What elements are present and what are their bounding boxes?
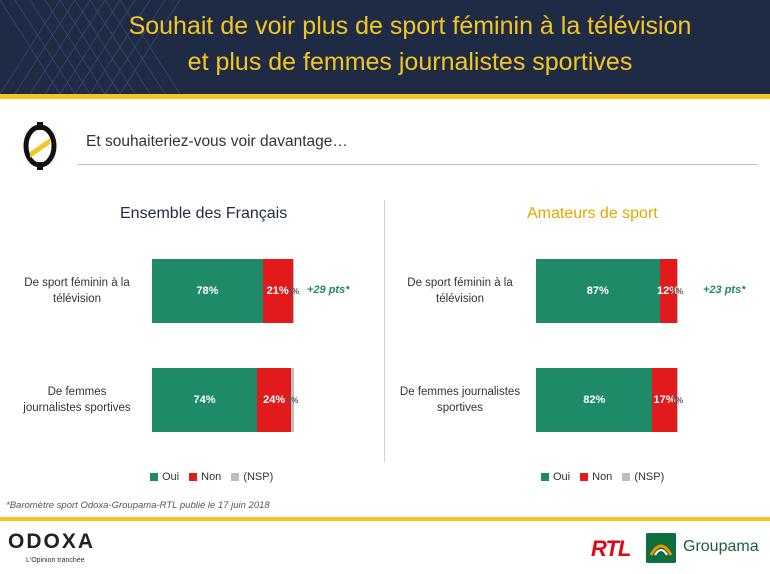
annotation-marker: * — [345, 284, 350, 296]
annotation-value: +23 pts — [703, 284, 742, 296]
data-label: 82% — [583, 394, 606, 406]
data-label: 1% — [671, 395, 684, 405]
legend-swatch — [580, 473, 589, 481]
panel-title: Amateurs de sport — [527, 205, 658, 222]
row-label-line: De femmes journalistes — [399, 386, 521, 398]
page-title-line-1: Souhait de voir plus de sport féminin à … — [128, 12, 692, 40]
odoxa-logo: ODOXA — [8, 530, 96, 553]
legend-label: Non — [201, 471, 222, 483]
row-label: De sport féminin à la télévision — [395, 275, 525, 307]
question-underline — [78, 164, 758, 165]
header-pattern — [0, 0, 181, 94]
legend-label: Oui — [553, 471, 571, 483]
bar-segment-non: 21% — [262, 259, 293, 323]
legend-swatch — [541, 473, 549, 481]
data-label: 24% — [263, 394, 286, 406]
row-label-line: De femmes — [47, 386, 107, 398]
legend-item: Non — [189, 471, 221, 483]
legend-label: (NSP) — [243, 471, 274, 483]
legend-swatch — [231, 473, 240, 481]
data-label: 78% — [196, 285, 219, 297]
annotation-marker: * — [741, 284, 746, 296]
legend-item: Oui — [541, 471, 570, 483]
bar-segment-oui: 78% — [152, 259, 263, 323]
legend-item: (NSP) — [622, 471, 664, 483]
row-label-line: télévision — [436, 293, 484, 305]
panel-divider — [384, 200, 385, 462]
data-label: 21% — [266, 285, 289, 297]
legend-swatch — [189, 473, 198, 481]
panel-title: Ensemble des Français — [120, 205, 288, 222]
data-label: 12% — [657, 285, 680, 297]
row-label-line: journalistes sportives — [23, 402, 131, 414]
bar-segment-nsp: 2% — [287, 368, 298, 432]
legend-item: Non — [580, 471, 612, 483]
bar-segment-non: 17% — [652, 368, 677, 432]
groupama-logo: Groupama — [683, 538, 759, 555]
row-label-line: De sport féminin à la — [24, 277, 130, 289]
header-banner: Souhait de voir plus de sport féminin à … — [0, 0, 770, 94]
legend-label: Non — [592, 471, 613, 483]
bar-segment-oui: 87% — [536, 259, 660, 323]
row-label: De femmes journalistes sportives — [12, 384, 142, 416]
data-label: 17% — [653, 394, 676, 406]
legend-swatch — [150, 473, 158, 481]
row-label-line: sportives — [436, 402, 484, 414]
bar-segment-nsp: 1% — [672, 368, 683, 432]
header-accent-bar — [0, 94, 770, 99]
annotation-value: +29 pts — [307, 284, 346, 296]
difference-annotation: +23 pts* — [703, 284, 746, 296]
groupama-leaf-icon — [646, 533, 676, 563]
row-label-line: télévision — [53, 293, 101, 305]
footnote: *Baromètre sport Odoxa-Groupama-RTL publ… — [6, 500, 270, 511]
question-text: Et souhaiteriez-vous voir davantage… — [86, 133, 348, 150]
data-label: 87% — [586, 285, 609, 297]
bar-segment-non: 24% — [257, 368, 292, 432]
odoxa-mark-icon — [23, 122, 57, 170]
footer-accent-bar — [0, 517, 770, 521]
page-title: Souhait de voir plus de sport féminin à … — [60, 8, 760, 80]
legend-swatch — [622, 473, 631, 481]
row-label: De femmes journalistes sportives — [395, 384, 525, 416]
page-title-line-2: et plus de femmes journalistes sportives — [187, 48, 633, 76]
data-label: 1% — [287, 286, 300, 296]
bar-segment-oui: 74% — [152, 368, 258, 432]
bar-segment-non: 12% — [657, 259, 680, 323]
bar-segment-nsp: 1% — [672, 259, 683, 323]
chart-legend: Oui Non (NSP) — [150, 471, 283, 483]
row-label-line: De sport féminin à la — [407, 277, 513, 289]
odoxa-tagline: L'Opinion tranchée — [26, 557, 85, 564]
chart-legend: Oui Non (NSP) — [541, 471, 674, 483]
legend-label: Oui — [162, 471, 180, 483]
difference-annotation: +29 pts* — [307, 284, 350, 296]
data-label: 74% — [193, 394, 216, 406]
row-label: De sport féminin à la télévision — [12, 275, 142, 307]
data-label: 2% — [286, 395, 299, 405]
rtl-logo: RTL — [591, 536, 631, 561]
legend-item: (NSP) — [231, 471, 273, 483]
data-label: 1% — [671, 286, 684, 296]
bar-segment-oui: 82% — [536, 368, 653, 432]
legend-item: Oui — [150, 471, 179, 483]
bar-segment-nsp: 1% — [288, 259, 299, 323]
legend-label: (NSP) — [634, 471, 665, 483]
